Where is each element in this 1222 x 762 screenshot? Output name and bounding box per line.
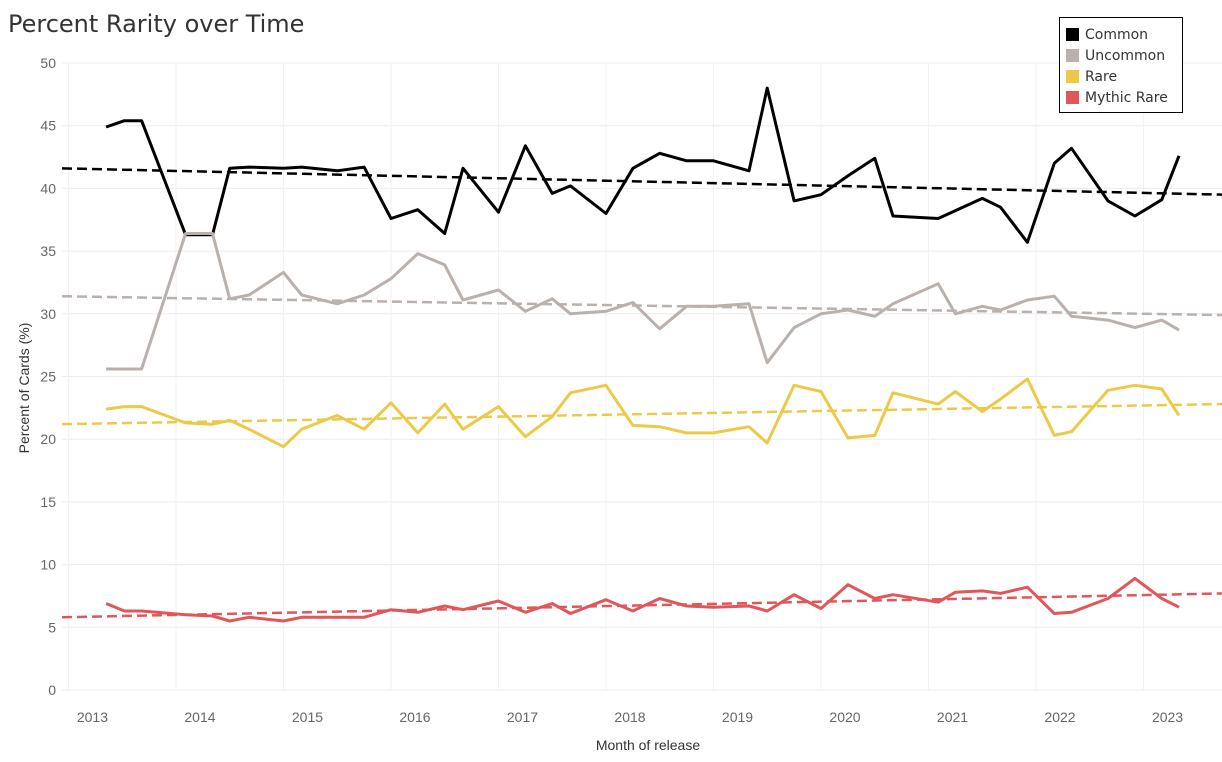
series-line-uncommon[interactable] — [106, 232, 1180, 371]
y-tick-label: 25 — [40, 369, 56, 385]
x-tick-label: 2014 — [184, 709, 215, 725]
y-axis-label: Percent of Cards (%) — [16, 323, 32, 454]
legend-swatch-mythic-rare — [1066, 91, 1079, 104]
y-tick-label: 30 — [40, 306, 56, 322]
x-tick-label: 2020 — [829, 709, 860, 725]
y-tick-label: 0 — [48, 682, 56, 698]
legend-label-common: Common — [1085, 26, 1149, 43]
legend-swatch-uncommon — [1066, 49, 1079, 62]
chart-title: Percent Rarity over Time — [8, 10, 305, 38]
x-tick-label: 2019 — [722, 709, 753, 725]
x-tick-labels: 2013 2014 2015 2016 2017 2018 2019 2020 2021 2022… — [77, 709, 1183, 725]
series-line-rare[interactable] — [105, 377, 1181, 449]
trend-line-mythic-rare — [61, 592, 1222, 619]
legend-item-common[interactable]: Common — [1066, 24, 1182, 45]
legend-item-uncommon[interactable]: Uncommon — [1066, 45, 1182, 66]
x-tick-label: 2021 — [937, 709, 968, 725]
legend: Common Uncommon Rare Mythic Rare — [1059, 17, 1183, 113]
gridlines — [62, 62, 1222, 691]
x-tick-label: 2016 — [399, 709, 430, 725]
x-tick-label: 2018 — [614, 709, 645, 725]
trend-line-rare — [61, 402, 1222, 426]
x-tick-label: 2015 — [292, 709, 323, 725]
y-tick-label: 20 — [40, 431, 56, 447]
x-tick-label: 2013 — [77, 709, 108, 725]
y-tick-label: 50 — [40, 55, 56, 71]
legend-label-uncommon: Uncommon — [1085, 47, 1166, 64]
series-lines — [105, 86, 1181, 623]
y-tick-label: 10 — [40, 557, 56, 573]
x-tick-label: 2022 — [1044, 709, 1075, 725]
series-line-common[interactable] — [105, 86, 1181, 244]
legend-label-rare: Rare — [1085, 68, 1118, 85]
y-tick-label: 40 — [40, 180, 56, 196]
x-tick-label: 2023 — [1152, 709, 1183, 725]
x-axis-label: Month of release — [596, 737, 700, 753]
legend-swatch-rare — [1066, 70, 1079, 83]
y-tick-label: 15 — [40, 494, 56, 510]
y-tick-label: 35 — [40, 243, 56, 259]
legend-label-mythic-rare: Mythic Rare — [1085, 89, 1168, 106]
series-line-mythic-rare[interactable] — [105, 576, 1180, 623]
y-tick-label: 45 — [40, 118, 56, 134]
legend-item-mythic-rare[interactable]: Mythic Rare — [1066, 87, 1182, 108]
y-tick-label: 5 — [48, 619, 56, 635]
legend-item-rare[interactable]: Rare — [1066, 66, 1182, 87]
trend-line-uncommon — [61, 294, 1222, 317]
y-tick-labels: 0 5 10 15 20 25 30 35 40 45 50 — [40, 55, 56, 698]
trend-line-common — [61, 167, 1222, 196]
x-tick-label: 2017 — [507, 709, 538, 725]
legend-swatch-common — [1066, 28, 1079, 41]
trend-lines — [61, 167, 1222, 619]
